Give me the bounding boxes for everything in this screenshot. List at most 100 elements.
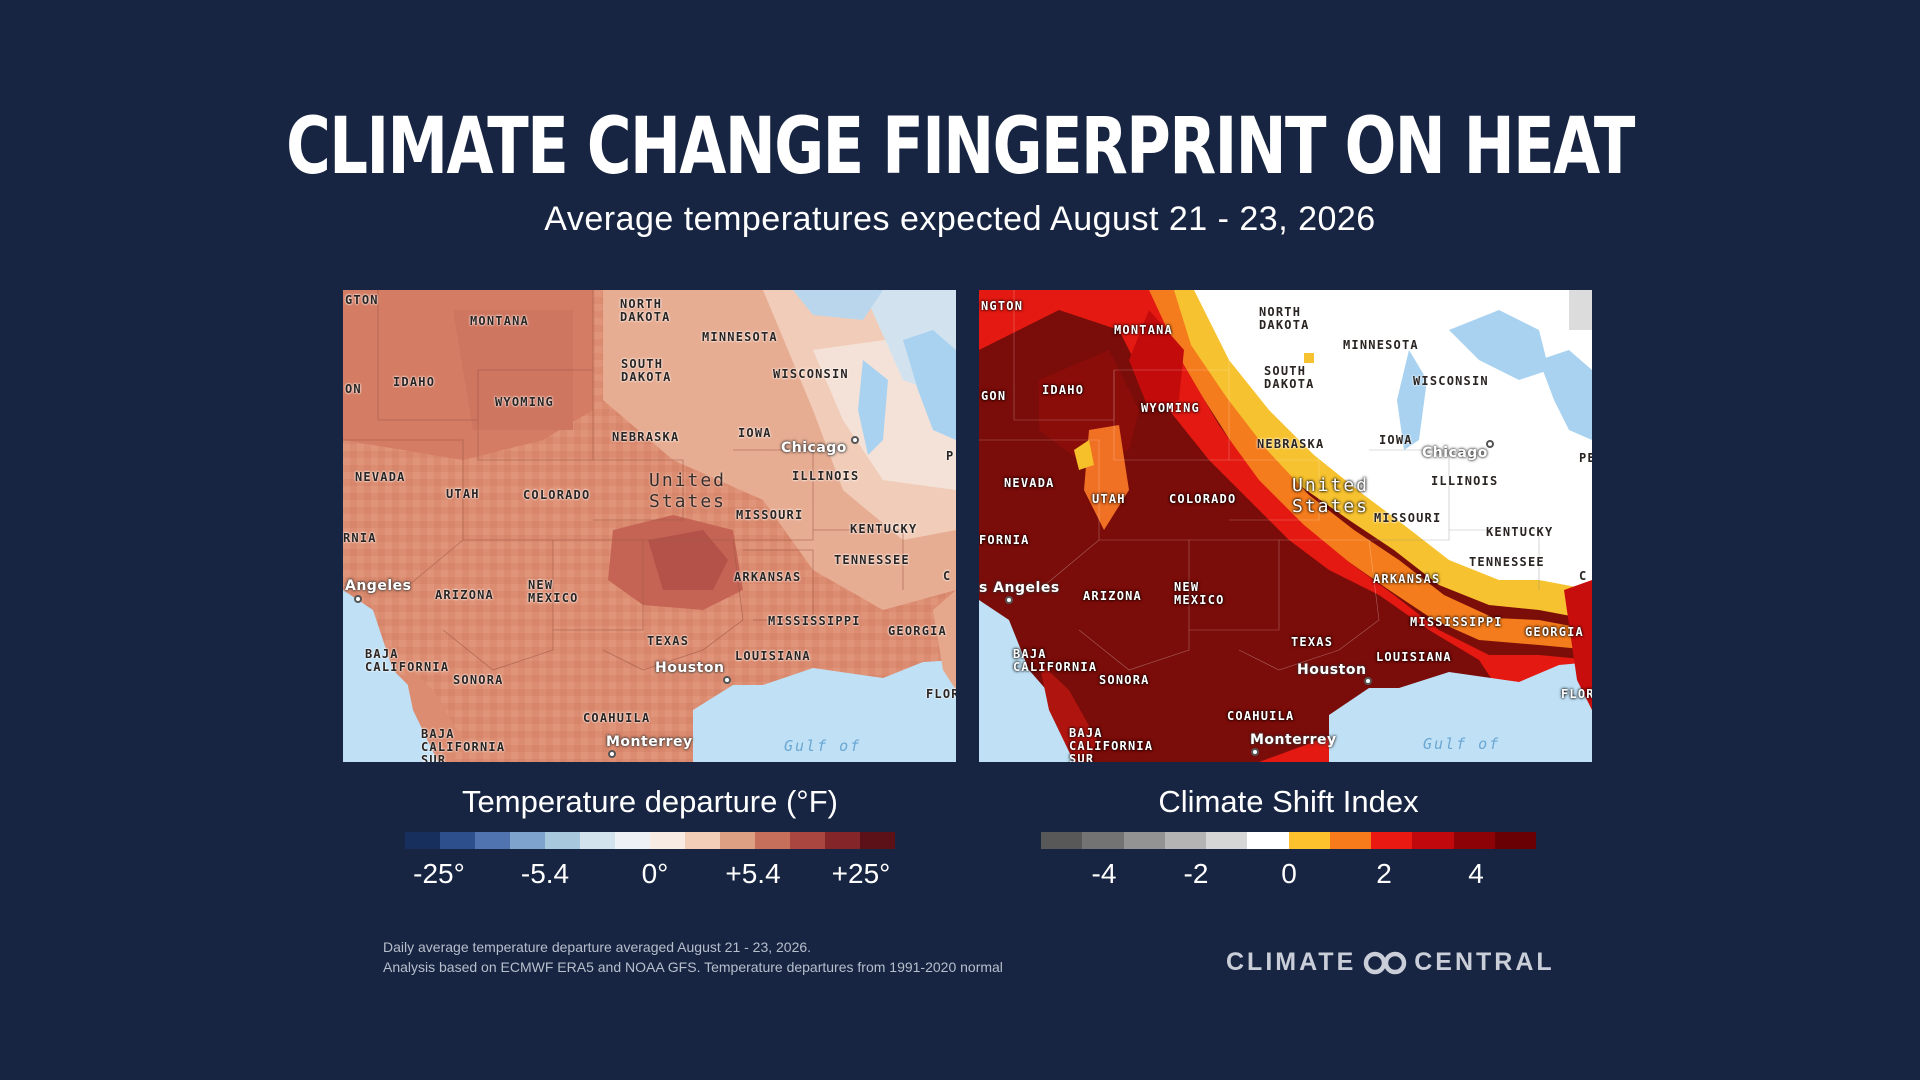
map-label-sonora: SONORA <box>1099 673 1150 687</box>
map-label-utah: UTAH <box>1092 492 1126 506</box>
map-label-nevada: NEVADA <box>1004 476 1055 490</box>
csi-legend-swatch <box>1164 832 1206 849</box>
temperature-departure-map: GTON MONTANA NORTH DAKOTA MINNESOTA SOUT… <box>343 290 956 762</box>
map-label-new-mexico: NEW MEXICO <box>528 578 579 605</box>
map-label-arizona: ARIZONA <box>435 588 494 602</box>
map-label-sonora: SONORA <box>453 673 504 687</box>
map-label-south-dakota: SOUTH DAKOTA <box>621 357 672 384</box>
climate-shift-index-map: NGTON MONTANA NORTH DAKOTA MINNESOTA SOU… <box>979 290 1592 762</box>
temperature-legend-swatch <box>685 832 720 849</box>
map-label-pennsylvania-cut: P <box>946 449 955 463</box>
map-label-united-states: United States <box>649 470 727 512</box>
temperature-legend-swatch <box>545 832 580 849</box>
csi-legend-swatch <box>1041 832 1083 849</box>
map-label-carolina-cut: C <box>1579 569 1588 583</box>
map-label-mississippi: MISSISSIPPI <box>1410 615 1503 629</box>
map-label-texas: TEXAS <box>647 634 690 648</box>
csi-legend-swatch <box>1288 832 1330 849</box>
map-label-gulf: Gulf of <box>1423 735 1501 753</box>
map-label-missouri: MISSOURI <box>736 508 804 522</box>
map-label-wyoming: WYOMING <box>495 395 554 409</box>
map-label-baja-california-sur: BAJA CALIFORNIA SUR <box>1069 726 1154 763</box>
csi-legend-swatch <box>1123 832 1165 849</box>
map-label-carolina-cut: C <box>943 569 952 583</box>
map-label-baja-california: BAJA CALIFORNIA <box>1013 647 1098 674</box>
logo-text-right: CENTRAL <box>1414 948 1555 976</box>
map-label-california-cut: RNIA <box>343 531 377 545</box>
csi-legend-colorbar <box>1041 832 1536 849</box>
city-houston-marker <box>1364 677 1372 685</box>
map-label-arizona: ARIZONA <box>1083 589 1142 603</box>
temperature-map-graphic <box>343 290 956 762</box>
map-label-baja-california: BAJA CALIFORNIA <box>365 647 450 674</box>
map-label-idaho: IDAHO <box>393 375 436 389</box>
climate-central-logo: CLIMATE CENTRAL <box>1226 948 1555 977</box>
map-label-florida-cut: FLORI <box>926 687 956 701</box>
csi-legend-swatch <box>1453 832 1495 849</box>
footnote-line-1: Daily average temperature departure aver… <box>383 939 812 955</box>
csi-legend-tick: -2 <box>1183 858 1209 889</box>
city-houston-marker <box>723 676 731 684</box>
csi-legend-swatch <box>1494 832 1536 849</box>
map-label-south-dakota: SOUTH DAKOTA <box>1264 364 1315 391</box>
map-label-minnesota: MINNESOTA <box>1343 338 1419 352</box>
temperature-legend-tick: +5.4 <box>725 858 781 889</box>
csi-legend-title: Climate Shift Index <box>1158 784 1419 819</box>
city-houston: Houston <box>655 660 725 676</box>
temperature-legend-swatch <box>405 832 440 849</box>
city-chicago-marker <box>851 436 859 444</box>
page-title: CLIMATE CHANGE FINGERPRINT ON HEAT <box>286 102 1635 192</box>
city-monterrey: Monterrey <box>606 734 693 750</box>
map-label-montana: MONTANA <box>1114 323 1173 337</box>
city-los-angeles: s Angeles <box>979 580 1060 596</box>
map-label-kentucky: KENTUCKY <box>850 522 918 536</box>
map-label-louisiana: LOUISIANA <box>1376 650 1452 664</box>
map-label-oregon-cut: GON <box>981 389 1007 403</box>
map-label-illinois: ILLINOIS <box>792 469 860 483</box>
map-label-nebraska: NEBRASKA <box>612 430 680 444</box>
csi-legend-swatch <box>1206 832 1248 849</box>
map-label-baja-california-sur: BAJA CALIFORNIA SUR <box>421 727 506 763</box>
csi-legend-tick: 0 <box>1281 858 1297 889</box>
city-houston: Houston <box>1297 662 1367 678</box>
csi-legend-swatch <box>1371 832 1413 849</box>
climate-shift-map-graphic <box>979 290 1592 762</box>
footnote-line-2: Analysis based on ECMWF ERA5 and NOAA GF… <box>383 959 1003 975</box>
temperature-legend-swatch <box>825 832 860 849</box>
map-label-montana: MONTANA <box>470 314 529 328</box>
temperature-legend-swatch <box>755 832 790 849</box>
map-label-mississippi: MISSISSIPPI <box>768 614 861 628</box>
map-label-new-mexico: NEW MEXICO <box>1174 580 1225 607</box>
map-label-coahuila: COAHUILA <box>583 711 651 725</box>
temperature-legend-swatch <box>510 832 545 849</box>
temperature-legend-tick: -25° <box>413 858 465 889</box>
map-label-texas: TEXAS <box>1291 635 1334 649</box>
csi-legend-swatch <box>1412 832 1454 849</box>
map-label-kentucky: KENTUCKY <box>1486 525 1554 539</box>
map-label-illinois: ILLINOIS <box>1431 474 1499 488</box>
temperature-legend-swatch <box>860 832 895 849</box>
csi-legend-swatch <box>1247 832 1289 849</box>
csi-legend-swatch <box>1329 832 1371 849</box>
city-monterrey-marker <box>1251 748 1259 756</box>
map-label-iowa: IOWA <box>738 426 772 440</box>
map-label-nebraska: NEBRASKA <box>1257 437 1325 451</box>
map-label-missouri: MISSOURI <box>1374 511 1442 525</box>
map-label-coahuila: COAHUILA <box>1227 709 1295 723</box>
map-label-georgia: GEORGIA <box>1525 625 1584 639</box>
temperature-legend-tick: 0° <box>641 858 669 889</box>
map-label-washington-cut: NGTON <box>981 299 1024 313</box>
map-label-wyoming: WYOMING <box>1141 401 1200 415</box>
map-label-wisconsin: WISCONSIN <box>773 367 849 381</box>
temperature-legend-swatch <box>580 832 615 849</box>
map-label-gulf: Gulf of <box>784 737 862 755</box>
map-label-minnesota: MINNESOTA <box>702 330 778 344</box>
temperature-legend-swatch <box>475 832 510 849</box>
map-label-north-dakota: NORTH DAKOTA <box>1259 305 1310 332</box>
city-chicago-marker <box>1486 440 1494 448</box>
logo-text-left: CLIMATE <box>1226 948 1357 976</box>
csi-legend-tick: 2 <box>1376 858 1392 889</box>
map-label-colorado: COLORADO <box>523 488 591 502</box>
map-label-arkansas: ARKANSAS <box>1373 572 1441 586</box>
climate-central-logo-icon <box>1364 951 1407 974</box>
